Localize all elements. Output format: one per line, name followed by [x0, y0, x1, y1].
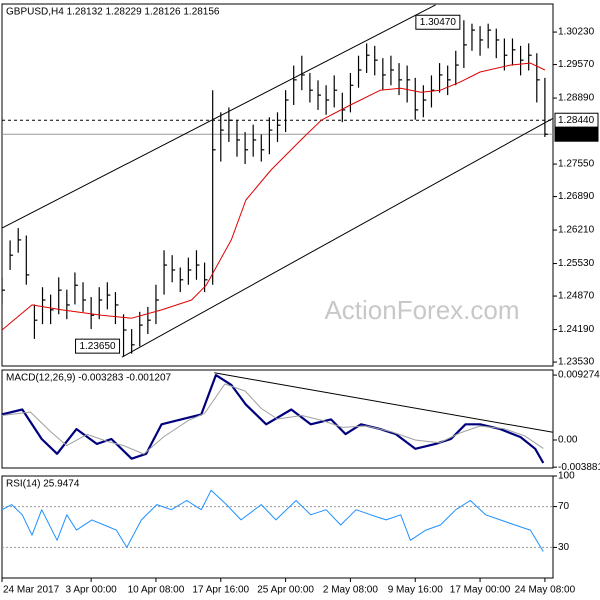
- y-tick-label: 1.23530: [558, 357, 595, 368]
- watermark: ActionForex.com: [324, 295, 519, 325]
- panel-title: MACD(12,26,9) -0.003283 -0.001207: [6, 373, 172, 384]
- annotation-label: 1.30470: [420, 17, 457, 28]
- trendline: [121, 117, 553, 358]
- y-tick-label: 1.26210: [558, 225, 595, 236]
- price-level-label: 1.28440: [558, 115, 595, 126]
- annotation-label: 1.23650: [79, 341, 116, 352]
- y-tick-label: 0.00: [558, 435, 578, 446]
- plot-area: ActionForex.com: [2, 4, 553, 358]
- x-tick-label: 17 Apr 16:00: [192, 585, 249, 596]
- plot-area: [2, 489, 553, 552]
- panel-title: RSI(14) 25.9474: [6, 479, 80, 490]
- plot-area: [2, 372, 553, 464]
- price-level-label: 1.28156: [558, 129, 595, 140]
- panel-title: GBPUSD,H4 1.28132 1.28229 1.28126 1.2815…: [6, 7, 220, 18]
- x-tick-label: 24 Mar 2017: [3, 585, 60, 596]
- data-line: [2, 374, 545, 464]
- y-tick-label: 1.24190: [558, 324, 595, 335]
- y-tick-label: 1.29570: [558, 59, 595, 70]
- y-tick-label: 70: [558, 501, 570, 512]
- data-line: [2, 489, 544, 552]
- price-level-box: [554, 126, 599, 142]
- x-tick-label: 2 May 08:00: [323, 585, 378, 596]
- x-tick-label: 9 May 16:00: [388, 585, 443, 596]
- y-tick-label: -0.003881: [558, 462, 600, 473]
- y-tick-label: 1.25530: [558, 258, 595, 269]
- x-tick-label: 17 May 00:00: [450, 585, 511, 596]
- y-tick-label: 1.30230: [558, 27, 595, 38]
- annotation-box: [75, 338, 121, 354]
- data-line: [2, 62, 546, 331]
- x-tick-label: 25 Apr 00:00: [257, 585, 314, 596]
- y-tick-label: 0.009274: [558, 370, 600, 381]
- y-tick-label: 30: [558, 542, 570, 553]
- panel-frame: [1, 3, 554, 367]
- x-tick-label: 24 May 08:00: [515, 585, 576, 596]
- y-tick-label: 1.27550: [558, 159, 595, 170]
- x-tick-label: 3 Apr 00:00: [66, 585, 118, 596]
- trendline: [214, 372, 553, 433]
- y-tick-label: 1.26890: [558, 191, 595, 202]
- annotation-box: [415, 14, 461, 30]
- y-tick-label: 1.24870: [558, 291, 595, 302]
- x-tick-label: 10 Apr 08:00: [128, 585, 185, 596]
- trendline: [2, 4, 436, 229]
- y-tick-label: 100: [558, 471, 575, 482]
- y-tick-label: 1.28890: [558, 93, 595, 104]
- data-line: [2, 383, 544, 455]
- panel-frame: [1, 475, 554, 579]
